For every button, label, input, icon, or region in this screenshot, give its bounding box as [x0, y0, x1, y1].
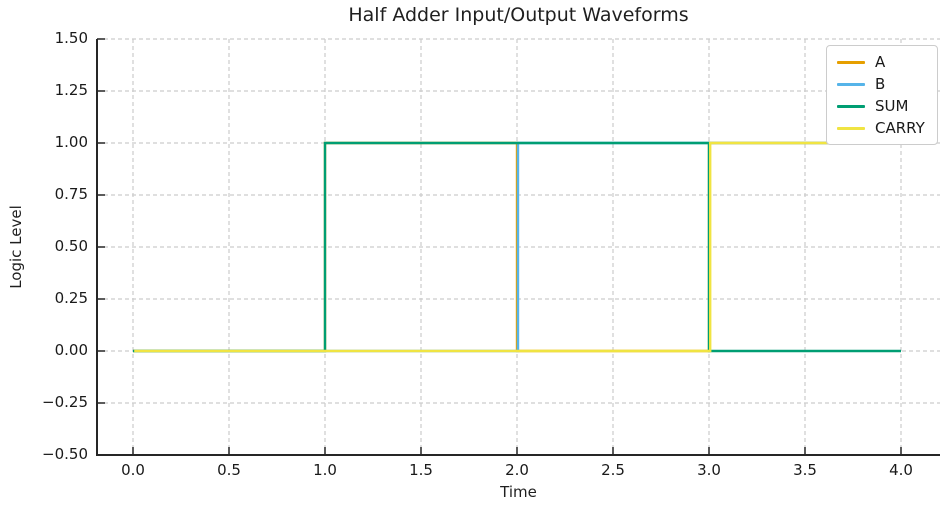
y-tick-label: 1.00 — [54, 133, 88, 151]
y-tick-label: 1.25 — [54, 81, 88, 99]
chart-title: Half Adder Input/Output Waveforms — [348, 4, 689, 26]
legend-label: CARRY — [875, 119, 925, 137]
legend: A B SUM CARRY — [826, 45, 938, 145]
legend-label: B — [875, 75, 886, 93]
series-line-CARRY — [134, 141, 903, 353]
legend-swatch-B — [837, 82, 865, 86]
legend-item-A: A — [837, 53, 925, 71]
legend-item-B: B — [837, 75, 925, 93]
legend-label: A — [875, 53, 886, 71]
x-tick-label: 1.5 — [409, 461, 433, 479]
x-tick-label: 0.0 — [121, 461, 145, 479]
y-tick-label: 0.75 — [54, 185, 88, 203]
y-tick-label: −0.25 — [42, 393, 88, 411]
x-tick-label: 2.0 — [505, 461, 529, 479]
x-tick-label: 1.0 — [313, 461, 337, 479]
y-tick-label: 0.00 — [54, 341, 88, 359]
legend-label: SUM — [875, 97, 909, 115]
y-tick-label: 0.50 — [54, 237, 88, 255]
legend-swatch-CARRY — [837, 126, 865, 130]
x-axis-label: Time — [500, 483, 537, 501]
x-tick-label: 3.0 — [697, 461, 721, 479]
x-tick-label: 0.5 — [217, 461, 241, 479]
x-tick-label: 3.5 — [793, 461, 817, 479]
y-tick-label: −0.50 — [42, 445, 88, 463]
y-tick-label: 1.50 — [54, 29, 88, 47]
legend-swatch-A — [837, 60, 865, 64]
y-tick-label: 0.25 — [54, 289, 88, 307]
x-tick-label: 2.5 — [601, 461, 625, 479]
legend-swatch-SUM — [837, 104, 865, 108]
x-tick-label: 4.0 — [889, 461, 913, 479]
legend-item-SUM: SUM — [837, 97, 925, 115]
legend-item-CARRY: CARRY — [837, 119, 925, 137]
